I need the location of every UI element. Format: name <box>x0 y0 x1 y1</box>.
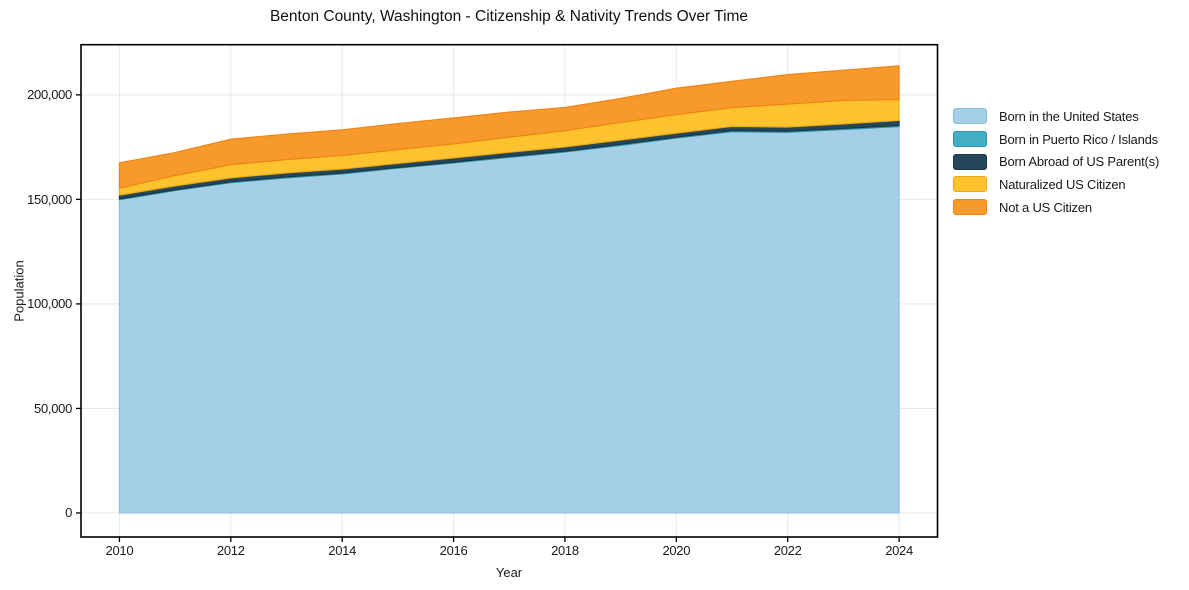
y-axis-label: Population <box>11 260 27 322</box>
legend-label: Born in Puerto Rico / Islands <box>999 131 1158 147</box>
legend-swatch-icon <box>953 108 987 125</box>
x-tick-label: 2012 <box>216 543 245 558</box>
legend-item: Born in the United States <box>953 105 1159 128</box>
legend-item: Born in Puerto Rico / Islands <box>953 128 1159 151</box>
legend-item: Naturalized US Citizen <box>953 173 1159 196</box>
legend-label: Born in the United States <box>999 108 1139 124</box>
y-tick-label: 150,000 <box>27 191 72 207</box>
y-tick-label: 50,000 <box>34 400 72 416</box>
x-tick-label: 2016 <box>439 543 468 558</box>
area-not-a-us-citizen <box>118 65 900 189</box>
legend-swatch-icon <box>953 153 987 170</box>
y-tick-label: 0 <box>65 505 72 521</box>
legend-item: Not a US Citizen <box>953 196 1159 219</box>
legend-swatch-icon <box>953 199 987 216</box>
x-tick-label: 2024 <box>885 543 913 558</box>
legend-label: Born Abroad of US Parent(s) <box>999 154 1160 170</box>
x-tick-label: 2018 <box>551 543 579 558</box>
y-tick-label: 100,000 <box>27 296 72 312</box>
x-tick-label: 2020 <box>662 543 691 558</box>
y-tick-label: 200,000 <box>27 87 72 103</box>
plot-border <box>80 43 939 538</box>
x-axis-label: Year <box>495 565 523 580</box>
x-tick-label: 2010 <box>105 543 134 558</box>
legend-swatch-icon <box>953 131 987 148</box>
area-born-in-the-united-states <box>118 126 900 514</box>
chart-title: Benton County, Washington - Citizenship … <box>269 8 749 25</box>
legend-item: Born Abroad of US Parent(s) <box>953 150 1159 173</box>
x-tick-label: 2014 <box>328 543 357 558</box>
legend-label: Not a US Citizen <box>999 199 1092 215</box>
x-tick-label: 2022 <box>773 543 802 558</box>
legend: Born in the United States Born in Puerto … <box>953 105 1159 218</box>
legend-swatch-icon <box>953 176 987 193</box>
legend-label: Naturalized US Citizen <box>999 176 1126 192</box>
